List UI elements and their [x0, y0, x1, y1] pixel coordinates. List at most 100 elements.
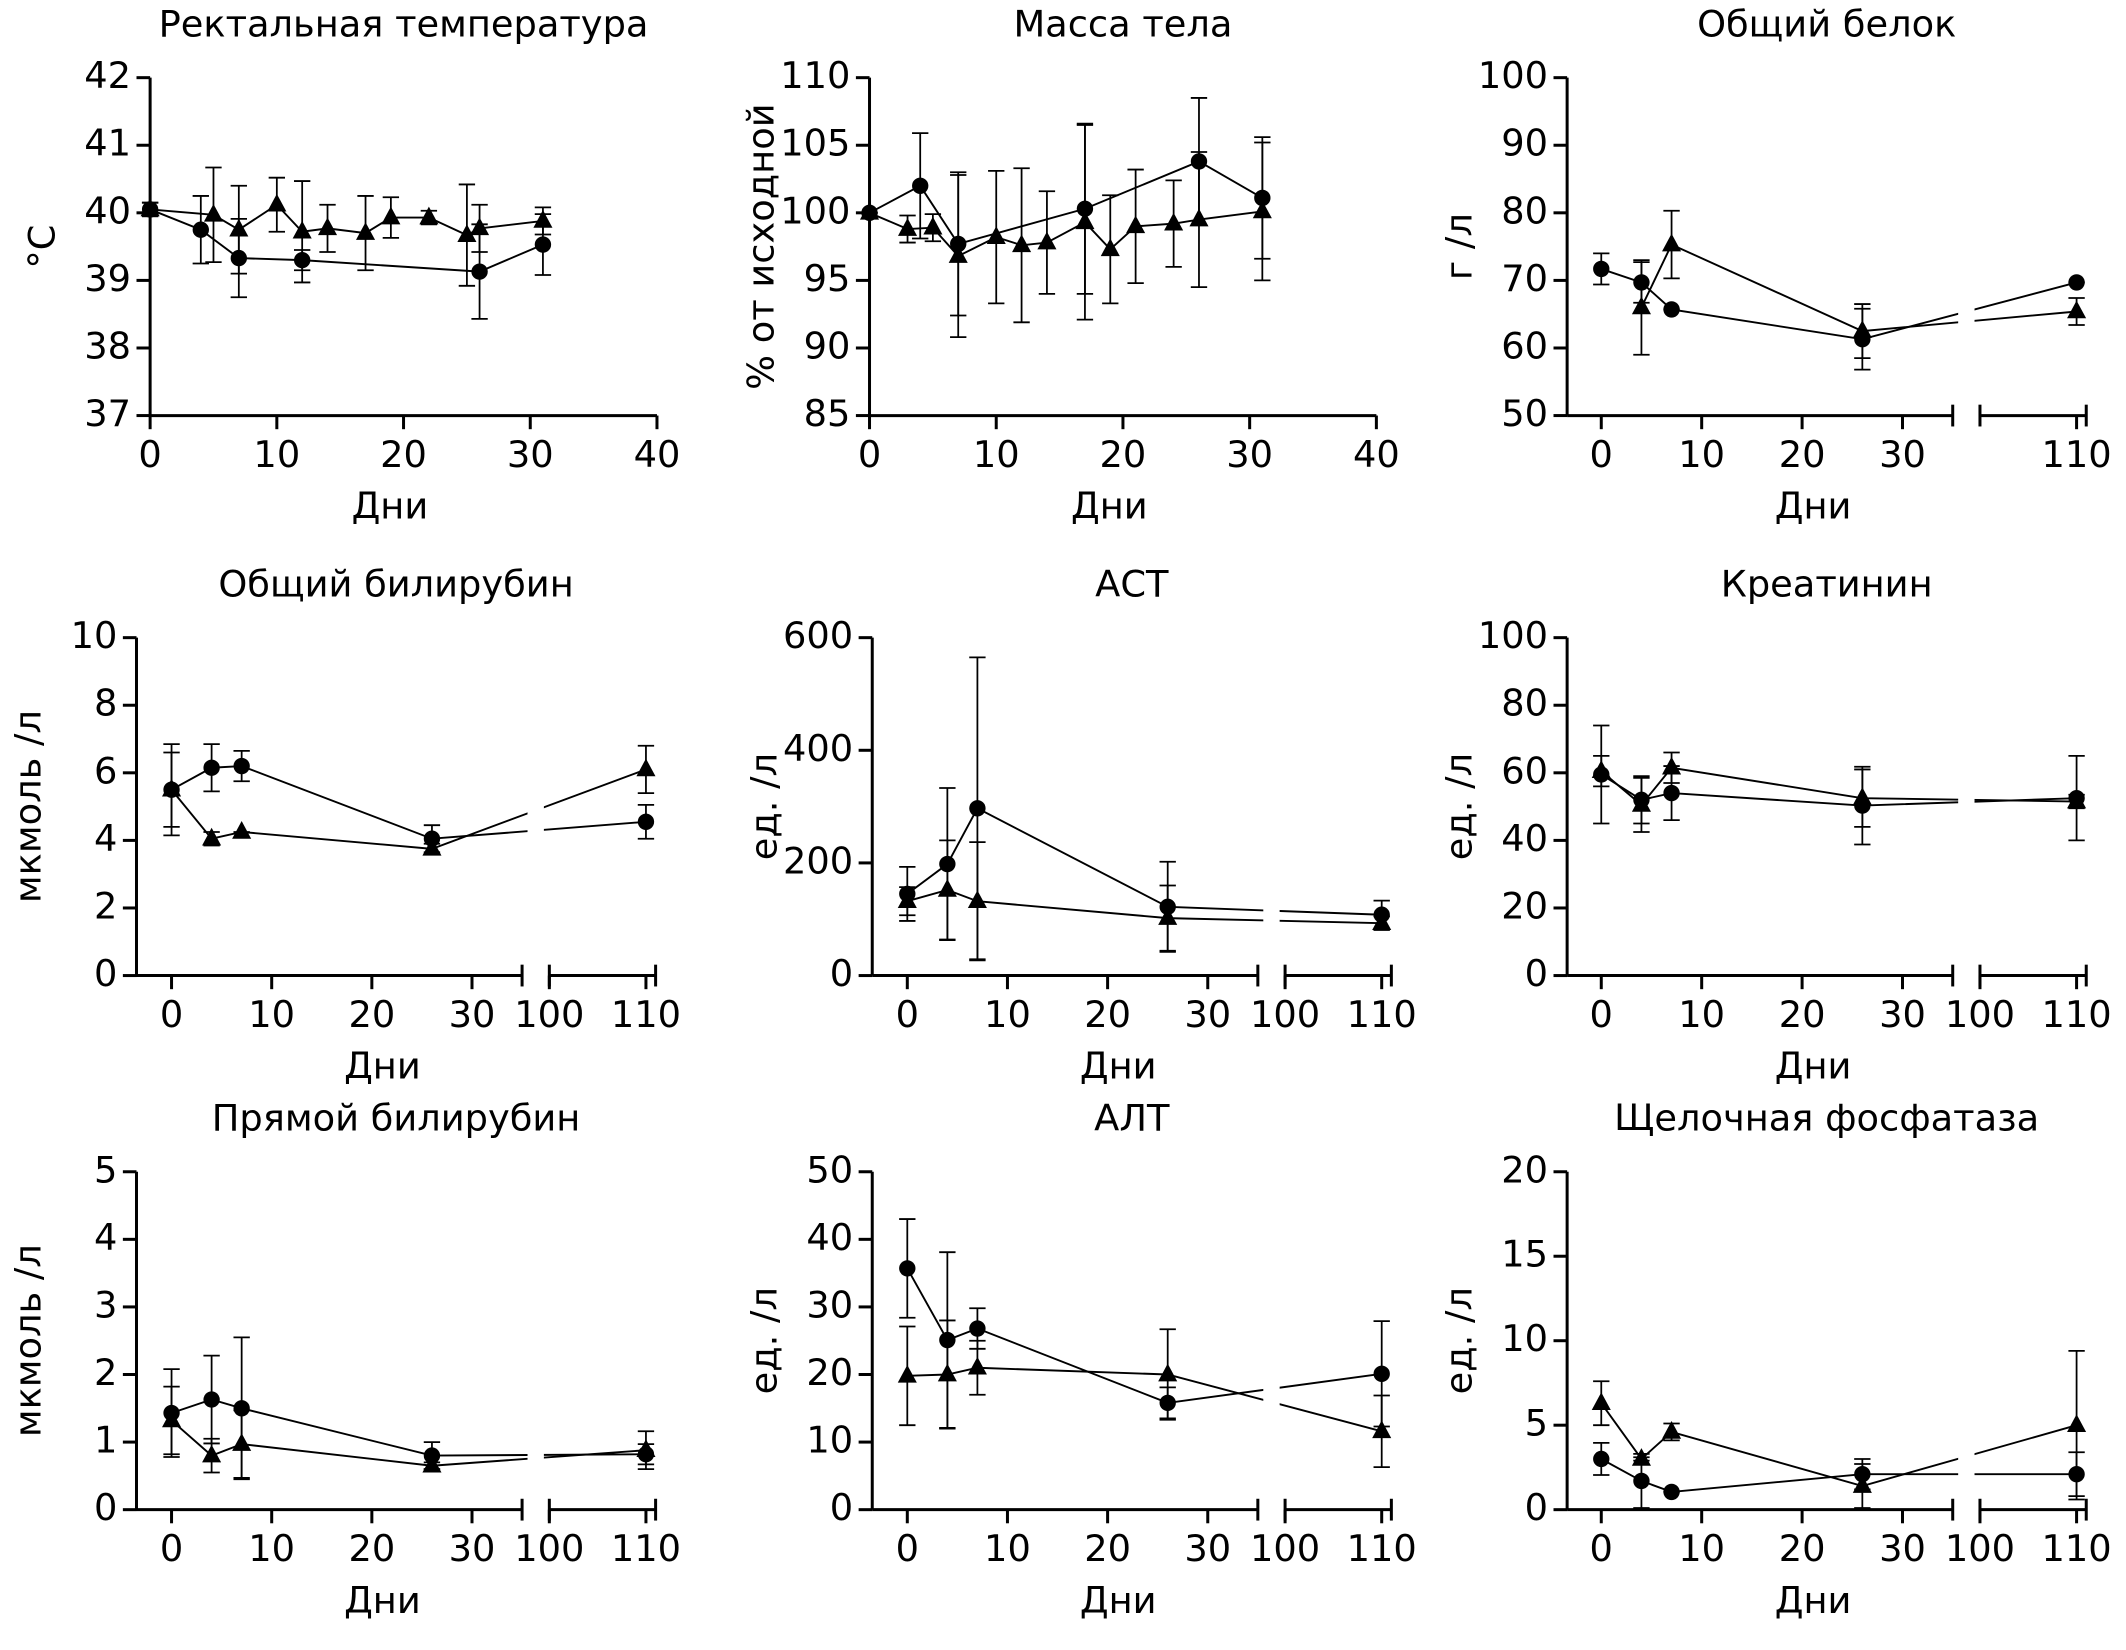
y-tick-label: 80 — [1501, 682, 1548, 725]
point — [232, 821, 252, 839]
x-tick-label: 110 — [611, 993, 681, 1036]
series-line — [1640, 243, 2077, 333]
panel: Общий белок Дни г /л 50 60 70 80 90 100 0 10 20 30 11… — [1437, 2, 2111, 527]
point — [229, 218, 249, 237]
point — [203, 759, 220, 776]
point — [1662, 233, 1682, 252]
x-tick-label: 100 — [1945, 993, 2015, 1036]
point — [937, 879, 957, 897]
chart-title: Щелочная фосфатаза — [1614, 1096, 2039, 1139]
chart-title: АСТ — [1095, 562, 1169, 605]
x-tick-label: 100 — [1250, 1527, 1320, 1570]
y-tick-label: 200 — [783, 839, 853, 882]
x-tick-label: 30 — [449, 1527, 496, 1570]
panel: Щелочная фосфатаза Дни ед. /л 0 5 10 15 20 0 10 20… — [1437, 1096, 2111, 1621]
y-tick-label: 5 — [1525, 1402, 1548, 1445]
y-axis-label: ед. /л — [742, 1287, 785, 1394]
y-tick-label: 37 — [84, 392, 131, 435]
x-axis-label: Дни — [1080, 1045, 1157, 1088]
y-tick-label: 90 — [1501, 122, 1548, 165]
point — [1593, 1450, 1610, 1468]
x-tick-label: 100 — [514, 993, 584, 1036]
point — [897, 890, 917, 909]
x-tick-label: 0 — [138, 433, 161, 476]
series-line — [149, 208, 544, 273]
y-tick-label: 40 — [806, 1216, 853, 1259]
y-tick-label: 1 — [94, 1419, 117, 1462]
point — [203, 203, 224, 222]
y-tick-label: 20 — [1501, 884, 1548, 927]
y-tick-label: 0 — [94, 952, 117, 995]
x-tick-label: 30 — [449, 993, 496, 1036]
y-tick-label: 70 — [1501, 257, 1548, 300]
x-axis-label: Дни — [1775, 1045, 1852, 1088]
point — [355, 222, 376, 240]
chart-title: АЛТ — [1094, 1096, 1170, 1139]
y-tick-label: 60 — [1501, 749, 1548, 792]
y-tick-label: 10 — [71, 614, 118, 657]
x-tick-label: 0 — [1590, 1527, 1613, 1570]
point — [967, 1356, 987, 1375]
panel: АСТ Дни ед. /л 0 200 400 600 0 10 20 30 100 110 — [742, 562, 1416, 1087]
y-tick-label: 20 — [806, 1351, 853, 1394]
y-tick-label: 2 — [94, 884, 117, 927]
x-tick-label: 20 — [1100, 433, 1147, 476]
point — [1663, 301, 1680, 318]
point — [1631, 296, 1651, 315]
chart-title: Масса тела — [1013, 2, 1232, 45]
y-tick-label: 90 — [804, 324, 851, 367]
y-tick-label: 40 — [84, 189, 131, 232]
y-tick-label: 2 — [94, 1351, 117, 1394]
point — [637, 813, 655, 830]
y-tick-label: 400 — [783, 727, 853, 770]
x-tick-label: 10 — [1678, 433, 1725, 476]
x-tick-label: 20 — [1779, 433, 1826, 476]
y-axis-label: г /л — [1437, 213, 1480, 280]
x-tick-label: 10 — [248, 993, 295, 1036]
y-tick-label: 100 — [1478, 54, 1548, 97]
y-tick-label: 600 — [783, 614, 853, 657]
chart-title: Общий белок — [1697, 2, 1956, 45]
point — [969, 800, 986, 817]
x-tick-label: 110 — [611, 1527, 681, 1570]
break-gap — [1263, 630, 1280, 973]
point — [1189, 208, 1209, 227]
panel: Прямой билирубин Дни мкмоль /л 0 1 2 3 4 5 0 10 20 3… — [7, 1096, 681, 1621]
y-tick-label: 39 — [84, 257, 131, 300]
point — [162, 1409, 182, 1428]
point — [1591, 1392, 1611, 1411]
point — [1126, 215, 1146, 234]
y-tick-label: 6 — [94, 749, 117, 792]
point — [1252, 200, 1272, 219]
x-tick-label: 20 — [348, 993, 395, 1036]
point — [2067, 790, 2087, 809]
y-axis-label: мкмоль /л — [7, 710, 50, 903]
x-tick-label: 10 — [984, 993, 1031, 1036]
x-axis-label: Дни — [1775, 485, 1852, 528]
x-tick-label: 30 — [507, 433, 554, 476]
point — [292, 220, 312, 239]
y-tick-label: 5 — [94, 1148, 117, 1191]
x-tick-label: 100 — [1250, 993, 1320, 1036]
point — [897, 1364, 917, 1383]
x-tick-label: 110 — [2041, 1527, 2111, 1570]
x-tick-label: 20 — [1084, 993, 1131, 1036]
y-tick-label: 4 — [94, 817, 117, 860]
point — [1663, 1483, 1680, 1501]
break-gap — [1958, 630, 1975, 973]
point — [1373, 1365, 1390, 1382]
point — [969, 1320, 986, 1337]
x-tick-label: 30 — [1184, 993, 1231, 1036]
x-tick-label: 0 — [896, 1527, 919, 1570]
y-tick-label: 38 — [84, 324, 131, 367]
y-tick-label: 42 — [84, 54, 131, 97]
point — [1852, 787, 1872, 805]
point — [937, 1363, 957, 1382]
point — [986, 226, 1006, 244]
y-tick-label: 85 — [804, 392, 851, 435]
x-axis-label: Дни — [1775, 1579, 1852, 1622]
point — [533, 210, 553, 228]
y-axis-label: ед. /л — [1437, 753, 1480, 860]
